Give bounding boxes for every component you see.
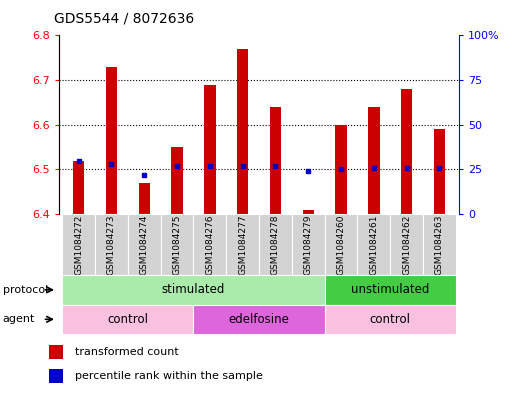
Text: GSM1084275: GSM1084275 (172, 215, 182, 275)
Bar (423, 214, 456, 275)
Text: percentile rank within the sample: percentile rank within the sample (75, 371, 263, 381)
Bar (237, 49, 248, 214)
Bar (95, 214, 128, 275)
Text: GSM1084262: GSM1084262 (402, 215, 411, 275)
Text: control: control (370, 313, 411, 326)
Text: control: control (107, 313, 148, 326)
Point (337, 166, 345, 173)
Bar (62, 275, 325, 305)
Text: GSM1084276: GSM1084276 (205, 215, 214, 275)
Text: protocol: protocol (3, 285, 48, 295)
Point (107, 161, 115, 167)
Bar (73, 161, 85, 214)
Text: GDS5544 / 8072636: GDS5544 / 8072636 (54, 12, 194, 26)
Bar (325, 275, 456, 305)
Bar (390, 214, 423, 275)
Text: unstimulated: unstimulated (351, 283, 429, 296)
Text: GSM1084260: GSM1084260 (337, 215, 346, 275)
Text: GSM1084272: GSM1084272 (74, 215, 83, 275)
Text: GSM1084263: GSM1084263 (435, 215, 444, 275)
Text: stimulated: stimulated (162, 283, 225, 296)
Text: GSM1084278: GSM1084278 (271, 215, 280, 275)
Bar (62, 305, 193, 334)
Bar (193, 305, 325, 334)
Bar (368, 107, 380, 214)
Text: GSM1084277: GSM1084277 (238, 215, 247, 275)
Point (239, 163, 247, 169)
Text: GSM1084273: GSM1084273 (107, 215, 116, 275)
Bar (49, 345, 63, 359)
Bar (433, 129, 445, 214)
Text: GSM1084261: GSM1084261 (369, 215, 379, 275)
Text: agent: agent (3, 314, 35, 324)
Bar (62, 214, 95, 275)
Bar (259, 214, 292, 275)
Point (304, 168, 312, 174)
Bar (325, 214, 358, 275)
Text: GSM1084279: GSM1084279 (304, 215, 313, 275)
Bar (292, 214, 325, 275)
Bar (128, 214, 161, 275)
Bar (226, 214, 259, 275)
Bar (106, 67, 117, 214)
Bar (49, 369, 63, 383)
Bar (204, 84, 215, 214)
Text: transformed count: transformed count (75, 347, 179, 357)
Bar (161, 214, 193, 275)
Bar (325, 305, 456, 334)
Point (140, 172, 148, 178)
Bar (303, 210, 314, 214)
Point (403, 165, 411, 171)
Point (74, 158, 83, 164)
Bar (358, 214, 390, 275)
Bar (336, 125, 347, 214)
Bar (171, 147, 183, 214)
Bar (270, 107, 281, 214)
Point (436, 165, 444, 171)
Bar (401, 89, 412, 214)
Point (370, 165, 378, 171)
Text: GSM1084274: GSM1084274 (140, 215, 149, 275)
Bar (139, 183, 150, 214)
Point (271, 163, 280, 169)
Point (173, 163, 181, 169)
Text: edelfosine: edelfosine (229, 313, 289, 326)
Bar (193, 214, 226, 275)
Point (206, 163, 214, 169)
